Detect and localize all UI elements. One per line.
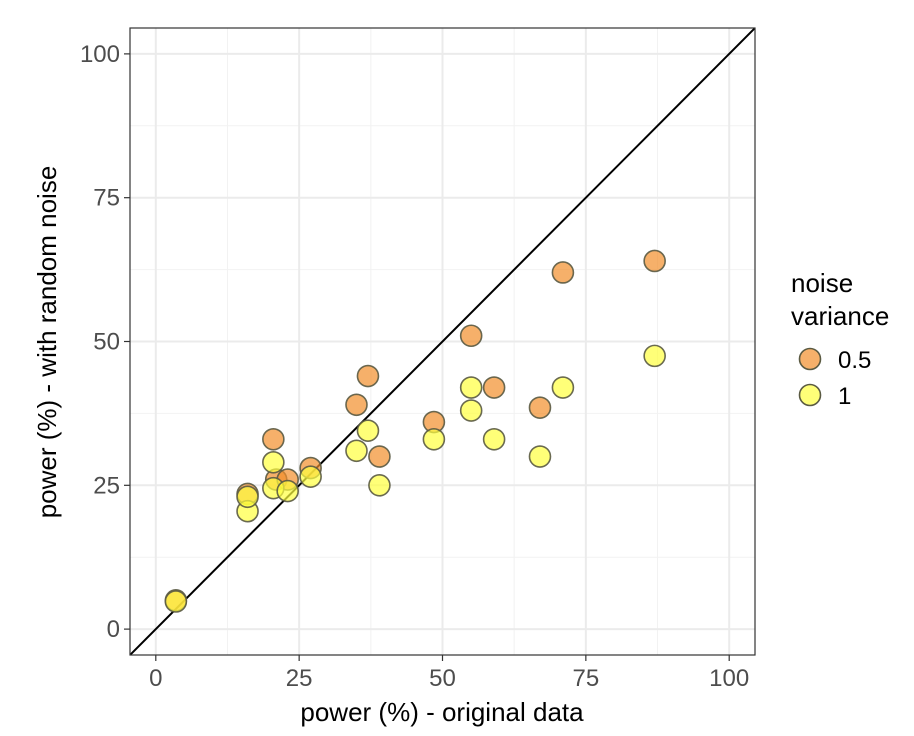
legend-key-0.5	[798, 347, 822, 371]
data-points	[164, 249, 666, 613]
point-series-0.5	[528, 396, 552, 419]
point-series-1	[356, 419, 380, 442]
x-tick-label: 50	[429, 665, 456, 692]
point-series-1	[459, 399, 483, 422]
point-series-1	[299, 465, 322, 488]
y-tick-label: 0	[107, 616, 120, 643]
point-series-1	[262, 450, 285, 474]
point-series-1	[345, 439, 368, 463]
legend-title-line2: variance	[791, 301, 889, 331]
point-series-1	[164, 590, 188, 613]
point-series-1	[643, 344, 666, 368]
reference-line-layer	[130, 28, 755, 655]
x-axis-ticks: 0 25 50 75 100	[149, 655, 749, 692]
x-axis-title: power (%) - original data	[300, 697, 584, 727]
x-tick-label: 75	[572, 665, 599, 692]
point-series-0.5	[643, 249, 666, 273]
point-series-1	[528, 445, 552, 468]
y-tick-label: 50	[93, 329, 120, 356]
legend: noise variance 0.5 1	[791, 268, 889, 410]
legend-title-line1: noise	[791, 268, 853, 298]
x-tick-label: 0	[149, 665, 162, 692]
x-tick-label: 25	[286, 665, 313, 692]
identity-line	[130, 28, 755, 655]
x-tick-label: 100	[709, 665, 749, 692]
y-axis-ticks: 0 25 50 75 100	[80, 41, 130, 643]
point-series-1	[422, 427, 446, 451]
point-series-0.5	[482, 376, 506, 399]
point-series-1	[459, 376, 483, 399]
y-tick-label: 25	[93, 472, 120, 499]
legend-label-1: 1	[838, 383, 851, 410]
point-series-1	[236, 485, 259, 509]
legend-label-0.5: 0.5	[838, 347, 871, 374]
point-series-0.5	[356, 364, 380, 388]
legend-key-1	[798, 383, 822, 407]
point-series-0.5	[459, 324, 483, 348]
point-series-1	[276, 479, 299, 503]
point-series-0.5	[551, 261, 575, 284]
point-series-0.5	[262, 427, 285, 451]
point-series-1	[368, 474, 391, 497]
point-series-0.5	[345, 393, 368, 417]
y-tick-label: 75	[93, 185, 120, 212]
y-axis-title: power (%) - with random noise	[32, 166, 62, 519]
y-tick-label: 100	[80, 41, 120, 68]
point-series-1	[551, 376, 575, 399]
point-series-0.5	[368, 445, 391, 468]
point-series-1	[482, 427, 506, 451]
